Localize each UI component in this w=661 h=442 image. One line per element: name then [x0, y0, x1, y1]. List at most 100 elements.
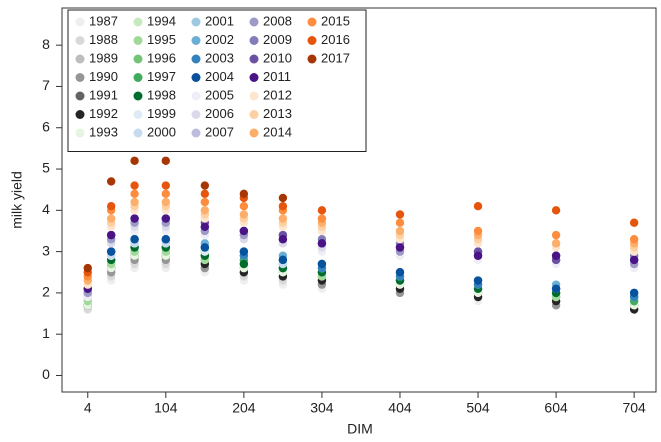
legend-label: 1988 — [89, 32, 118, 47]
y-tick-label: 4 — [42, 201, 50, 217]
point — [200, 206, 210, 215]
point — [200, 197, 210, 207]
legend-label: 2005 — [205, 87, 234, 102]
legend-label: 2013 — [263, 106, 292, 121]
x-axis-label: DIM — [347, 421, 373, 437]
legend-swatch — [75, 73, 85, 82]
legend-label: 2010 — [263, 50, 292, 65]
plot-frame — [61, 7, 657, 393]
legend-swatch — [133, 17, 143, 27]
y-axis-label: milk yield — [9, 171, 25, 229]
legend-label: 2014 — [263, 124, 292, 139]
legend-swatch — [249, 110, 259, 119]
legend-label: 1991 — [89, 87, 118, 102]
point — [106, 230, 116, 240]
legend-label: 2002 — [205, 32, 234, 47]
legend-swatch — [191, 17, 201, 27]
y-tick-label: 3 — [42, 242, 50, 258]
x-tick-label: 204 — [232, 400, 256, 416]
legend-label: 1997 — [147, 69, 176, 84]
x-tick-label: 104 — [154, 400, 178, 416]
point — [551, 230, 561, 240]
legend-label: 2009 — [263, 32, 292, 47]
point — [239, 226, 249, 236]
legend-swatch — [75, 91, 85, 101]
legend-swatch — [75, 128, 85, 138]
point — [317, 206, 327, 215]
legend-label: 1999 — [147, 106, 176, 121]
point — [317, 214, 327, 223]
legend-swatch — [191, 91, 201, 101]
point — [106, 177, 116, 186]
point — [551, 239, 561, 248]
point — [629, 255, 639, 265]
legend-box — [67, 9, 367, 152]
point — [161, 197, 171, 207]
point — [200, 181, 210, 190]
point — [551, 206, 561, 215]
point — [239, 247, 249, 256]
legend-label: 1992 — [89, 106, 118, 121]
legend-swatch — [133, 91, 143, 101]
x-tick-label: 404 — [388, 400, 412, 416]
y-tick-label: 8 — [42, 36, 50, 52]
legend-label: 2016 — [321, 32, 350, 47]
point — [239, 201, 249, 211]
point — [239, 189, 249, 199]
point — [200, 189, 210, 199]
x-tick-label: 4 — [84, 400, 92, 416]
point — [629, 288, 639, 298]
point — [395, 268, 405, 277]
legend-label: 2008 — [263, 13, 292, 28]
legend-label: 2004 — [205, 69, 234, 84]
y-tick-label: 2 — [42, 284, 50, 300]
x-tick-label: 604 — [544, 400, 568, 416]
legend-swatch — [133, 36, 143, 45]
legend-swatch — [191, 73, 201, 82]
legend-swatch — [249, 73, 259, 82]
legend-swatch — [191, 110, 201, 119]
points — [83, 156, 639, 314]
legend-swatch — [307, 36, 317, 45]
y-tick-label: 7 — [42, 77, 50, 93]
legend-swatch — [133, 73, 143, 82]
point — [130, 235, 139, 244]
legend-label: 2012 — [263, 87, 292, 102]
legend-label: 1998 — [147, 87, 176, 102]
point — [200, 243, 210, 252]
y-tick-label: 0 — [42, 366, 50, 382]
point — [106, 247, 116, 256]
legend-label: 2015 — [321, 13, 350, 28]
point — [629, 235, 639, 244]
point — [395, 210, 405, 219]
point — [130, 189, 139, 199]
point — [278, 201, 288, 211]
point — [106, 214, 116, 223]
point — [278, 214, 288, 223]
legend-swatch — [75, 110, 85, 119]
x-tick-label: 704 — [622, 400, 646, 416]
point — [551, 284, 561, 293]
legend-swatch — [191, 36, 201, 45]
legend-label: 2003 — [205, 50, 234, 65]
point — [239, 259, 249, 269]
point — [161, 189, 171, 199]
point — [473, 226, 483, 236]
point — [278, 255, 288, 265]
legend-swatch — [133, 110, 143, 119]
legend-label: 2000 — [147, 124, 176, 139]
point — [130, 214, 139, 223]
legend-label: 1989 — [89, 50, 118, 65]
legend-swatch — [75, 36, 85, 45]
legend-swatch — [191, 54, 201, 64]
point — [551, 251, 561, 260]
point — [395, 243, 405, 252]
legend-label: 1996 — [147, 50, 176, 65]
y-tick-label: 6 — [42, 118, 50, 134]
point — [317, 239, 327, 248]
legend-swatch — [307, 17, 317, 27]
legend-label: 1993 — [89, 124, 118, 139]
point — [161, 235, 171, 244]
point — [161, 214, 171, 223]
